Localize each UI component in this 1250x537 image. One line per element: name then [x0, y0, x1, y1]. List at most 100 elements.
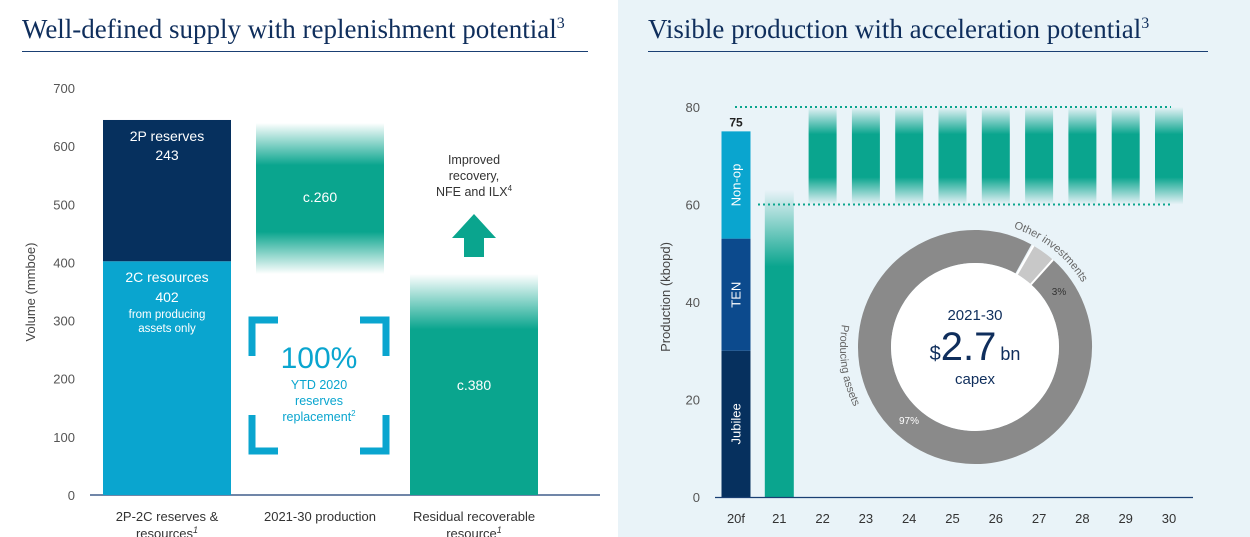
label-2p-reserves: 2P reserves 243: [130, 128, 204, 163]
callout-bracket: [248, 415, 278, 455]
right-y-axis-label: Production (kbopd): [658, 242, 673, 352]
left-y-tick-label: 700: [53, 81, 75, 96]
arrow-footnote: 4: [508, 184, 513, 193]
right-title-rule: [648, 51, 1208, 52]
left-y-tick-label: 100: [53, 430, 75, 445]
donut-value: 2.7: [941, 325, 997, 369]
right-y-tick-label: 80: [686, 100, 700, 115]
left-title-text: Well-defined supply with replenishment p…: [22, 14, 557, 44]
left-x-tick-label: Residual recoverable resource1: [413, 509, 535, 537]
x-label-line: Residual recoverable: [413, 509, 535, 524]
range-bar-23: [851, 107, 880, 205]
left-panel: Well-defined supply with replenishment p…: [0, 0, 610, 537]
right-x-tick-label: 29: [1118, 511, 1132, 526]
right-title-text: Visible production with acceleration pot…: [648, 14, 1142, 44]
stack-label: Non-op: [729, 164, 744, 207]
bar-label-line: from producing: [129, 309, 206, 321]
right-x-tick-label: 28: [1075, 511, 1089, 526]
left-y-tick-label: 600: [53, 139, 75, 154]
bar-label-line: 402: [155, 289, 179, 305]
bar-label-line: 243: [155, 147, 179, 163]
x-label-line: resource: [446, 526, 497, 537]
range-bar-24: [895, 107, 924, 205]
range-bar-22: [808, 107, 837, 205]
right-x-tick-label: 20f: [727, 511, 745, 526]
arrow-line: Improved: [448, 153, 500, 167]
bar-2c-resources: [103, 261, 231, 495]
bar-label-line: 2P reserves: [130, 128, 204, 144]
range-bar-30: [1155, 107, 1183, 205]
bar-2020f-ten: [721, 238, 751, 351]
arrow-annotation: Improved recovery, NFE and ILX4: [436, 153, 513, 199]
right-title-footnote: 3: [1141, 15, 1150, 32]
bar-2021-30-production: [256, 122, 384, 275]
right-panel: Visible production with acceleration pot…: [618, 0, 1250, 537]
bar-2020f-non-op: [721, 131, 751, 239]
x-label-line: 2021-30 production: [264, 509, 376, 524]
right-chart: Production (kbopd) 0 20 40 60 80 Jubilee TEN Non…: [658, 100, 1193, 526]
callout-footnote: 2: [351, 409, 356, 418]
right-x-tick-label: 21: [772, 511, 786, 526]
right-x-tick-label: 26: [989, 511, 1003, 526]
donut-caption: capex: [955, 371, 996, 388]
donut-separator: [1030, 259, 1054, 286]
left-title-footnote: 3: [556, 15, 565, 32]
range-bar-27: [1025, 107, 1054, 205]
callout-value: 100%: [281, 342, 358, 375]
bar-2021: [764, 189, 794, 497]
donut-currency: $: [930, 343, 941, 365]
x-label-line: resources: [136, 526, 194, 537]
donut-amount: $2.7 bn: [930, 325, 1021, 369]
right-x-tick-label: 23: [859, 511, 873, 526]
left-y-tick-label: 0: [68, 488, 75, 503]
callout-text: YTD 2020 reserves replacement2: [282, 378, 356, 424]
stack-label: Jubilee: [729, 403, 744, 444]
callout-line: reserves: [295, 394, 343, 408]
left-x-tick-label: 2021-30 production: [264, 509, 376, 524]
donut-unit: bn: [1000, 344, 1020, 364]
bar-label-line: assets only: [138, 323, 196, 335]
callout-bracket: [360, 415, 390, 455]
bar-label-line: 2C resources: [125, 269, 208, 285]
callout-line: YTD 2020: [291, 378, 347, 392]
donut-label-other: 3%: [1052, 287, 1067, 298]
right-y-tick-label: 60: [686, 198, 700, 213]
right-x-tick-label: 30: [1162, 511, 1176, 526]
bar-2p-reserves: [103, 119, 231, 262]
x-label-line: 2P-2C reserves &: [116, 509, 219, 524]
range-bar-28: [1068, 107, 1097, 205]
right-x-tick-label: 25: [945, 511, 959, 526]
total-2020f-label: 75: [729, 115, 743, 129]
label-residual: c.380: [457, 377, 491, 393]
callout-line: replacement: [282, 410, 351, 424]
bar-residual-resource: [410, 274, 538, 495]
callout-bracket: [360, 316, 390, 356]
right-x-tick-label: 22: [815, 511, 829, 526]
left-y-tick-label: 500: [53, 197, 75, 212]
donut-segment-producing-assets: [858, 230, 1092, 464]
donut-center: [891, 263, 1059, 431]
left-x-tick-label: 2P-2C reserves & resources1: [116, 509, 219, 537]
right-y-tick-label: 40: [686, 295, 700, 310]
left-y-axis-label: Volume (mmboe): [23, 243, 38, 342]
donut-segment-other-investments: [1017, 246, 1053, 285]
x-label-footnote: 1: [193, 525, 198, 535]
donut-label-producing: 97%: [899, 416, 919, 427]
arrow-line: NFE and ILX: [436, 185, 508, 199]
donut-period: 2021-30: [947, 307, 1002, 324]
range-bar-29: [1111, 107, 1140, 205]
left-y-tick-label: 300: [53, 314, 75, 329]
left-y-tick-label: 400: [53, 255, 75, 270]
right-x-tick-label: 27: [1032, 511, 1046, 526]
up-arrow-icon: [452, 214, 496, 257]
arrow-line: recovery,: [449, 169, 499, 183]
right-y-tick-label: 20: [686, 393, 700, 408]
left-chart: Volume (mmboe) 0 100 200 300 400 500 600 700 2P-2…: [23, 81, 600, 537]
x-label-footnote: 1: [497, 525, 502, 535]
range-bar-26: [981, 107, 1010, 205]
donut-separator: [1016, 245, 1035, 275]
callout-bracket: [248, 316, 278, 356]
label-2c-resources: 2C resources 402 from producing assets only: [125, 269, 208, 335]
left-panel-title: Well-defined supply with replenishment p…: [22, 14, 565, 45]
stack-label: TEN: [729, 282, 744, 308]
